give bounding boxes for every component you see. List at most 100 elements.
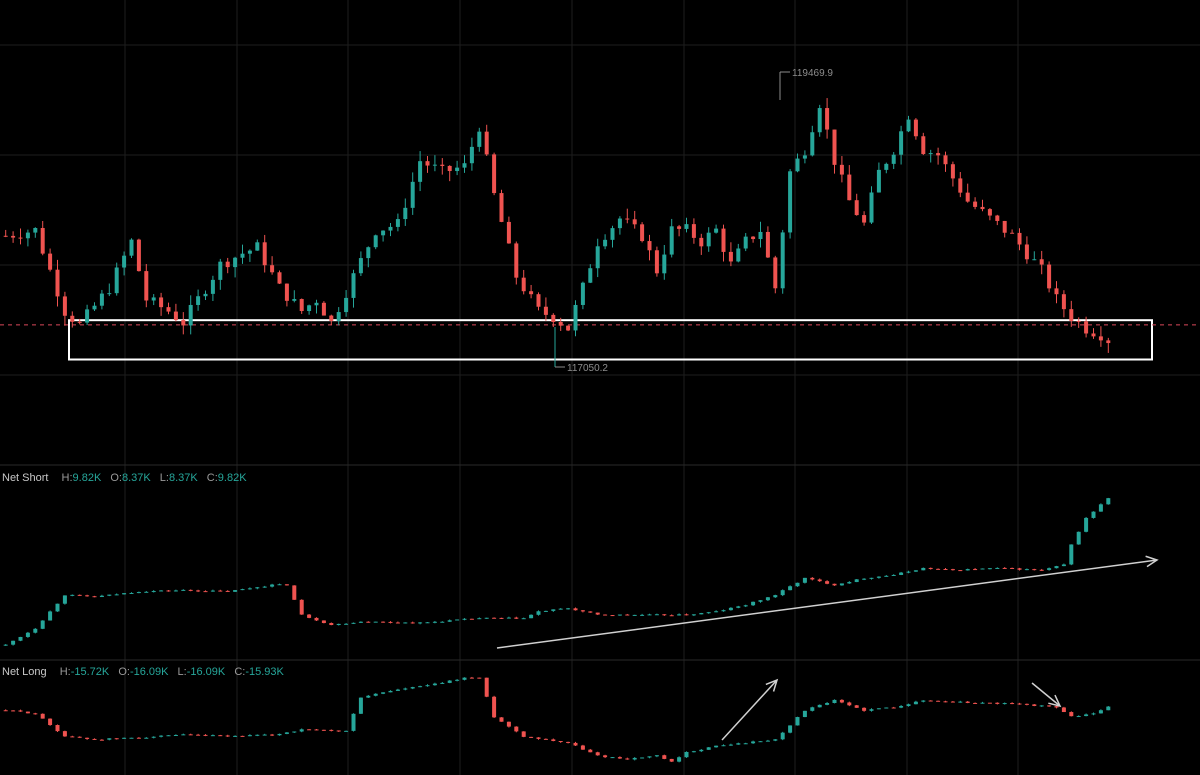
price-candle-60: [447, 165, 452, 172]
net-short-candle-132: [980, 568, 985, 570]
net-long-candle-26: [196, 734, 201, 736]
net-short-candle-88: [654, 614, 659, 616]
price-candle-122: [906, 119, 911, 132]
net-short-candle-127: [943, 569, 948, 571]
net-long-candle-104: [773, 739, 778, 741]
net-short-candle-32: [240, 589, 245, 591]
price-candle-70: [521, 277, 526, 292]
net-short-candle-53: [395, 622, 400, 624]
price-candle-54: [403, 207, 408, 220]
net-short-candle-54: [403, 622, 408, 624]
net-short-candle-31: [233, 590, 238, 592]
high-price-label: 119469.9: [792, 68, 833, 79]
net-short-candle-62: [462, 618, 467, 620]
price-candle-102: [758, 231, 763, 240]
annotations-layer: [0, 319, 1200, 361]
price-candle-51: [381, 230, 386, 236]
net-long-candle-148: [1098, 710, 1103, 714]
net-short-candle-98: [728, 607, 733, 611]
price-candle-23: [173, 311, 178, 321]
price-candle-116: [862, 215, 867, 223]
net-short-candle-130: [965, 569, 970, 571]
price-candle-137: [1017, 232, 1022, 245]
net-short-candle-89: [662, 614, 667, 616]
net-long-candle-133: [987, 702, 992, 704]
net-short-candle-102: [758, 600, 763, 602]
price-candle-28: [210, 279, 215, 294]
net-short-candle-73: [543, 610, 548, 612]
price-candle-67: [499, 193, 504, 222]
net-long-candle-57: [425, 685, 430, 687]
price-candle-6: [48, 253, 53, 270]
net-short-candle-42: [314, 617, 319, 621]
net-short-candle-87: [647, 614, 652, 616]
net-long-candle-143: [1061, 707, 1066, 713]
net-long-candle-11: [85, 737, 90, 739]
net-long-candle-102: [758, 741, 763, 743]
net-long-candle-29: [218, 735, 223, 737]
price-candle-40: [299, 299, 304, 312]
price-candle-83: [617, 218, 622, 229]
net-long-candle-28: [210, 735, 215, 737]
net-long-candle-43: [321, 729, 326, 731]
net-long-candle-41: [307, 729, 312, 731]
price-candle-16: [122, 255, 127, 268]
net-long-candle-131: [973, 702, 978, 704]
net-long-high: -15.72K: [70, 666, 110, 678]
price-candle-85: [632, 219, 637, 225]
net-long-candle-12: [92, 738, 97, 740]
net-short-candle-36: [270, 584, 275, 587]
price-candle-50: [373, 235, 378, 248]
net-short-candle-149: [1106, 498, 1111, 505]
price-candle-22: [166, 307, 171, 312]
net-long-candle-149: [1106, 706, 1111, 711]
price-candle-135: [1002, 220, 1007, 233]
net-long-candle-87: [647, 756, 652, 758]
price-candle-131: [973, 201, 978, 207]
price-candle-19: [144, 271, 149, 301]
price-labels: 119469.9 117050.2: [554, 68, 833, 374]
net-long-up-arrow-head: [765, 678, 779, 692]
price-candle-105: [780, 232, 785, 289]
price-candle-81: [603, 239, 608, 247]
price-candle-44: [329, 315, 334, 321]
price-candle-133: [987, 209, 992, 216]
net-long-candle-34: [255, 734, 260, 736]
price-candle-48: [358, 258, 363, 274]
price-candle-103: [765, 231, 770, 258]
net-short-candle-126: [936, 568, 941, 570]
price-candle-145: [1076, 320, 1081, 322]
net-short-candle-16: [122, 593, 127, 595]
net-short-candle-38: [284, 584, 289, 586]
net-long-candle-17: [129, 737, 134, 739]
net-short-candle-51: [381, 621, 386, 623]
net-long-candle-54: [403, 688, 408, 690]
net-short-candle-61: [455, 619, 460, 621]
net-short-candle-10: [77, 594, 82, 596]
net-long-candle-74: [551, 739, 556, 742]
net-short-candle-63: [469, 618, 474, 620]
net-short-candle-83: [617, 614, 622, 616]
price-candle-143: [1061, 294, 1066, 310]
net-short-candle-107: [795, 582, 800, 587]
net-short-trend-arrow-shaft: [496, 559, 1158, 649]
net-short-candle-94: [699, 613, 704, 615]
net-long-candle-42: [314, 729, 319, 731]
price-candle-8: [62, 296, 67, 316]
net-long-candle-6: [48, 718, 53, 726]
net-short-candle-85: [632, 614, 637, 616]
net-long-candle-117: [869, 709, 874, 711]
net-long-candle-99: [736, 743, 741, 745]
net-long-candle-30: [225, 735, 230, 737]
net-short-candle-95: [706, 612, 711, 614]
price-candle-24: [181, 320, 186, 326]
net-short-candle-108: [802, 577, 807, 583]
net-short-candle-74: [551, 609, 556, 611]
net-long-candle-62: [462, 677, 467, 680]
net-short-candle-23: [173, 590, 178, 592]
net-short-candle-14: [107, 594, 112, 596]
net-short-candle-0: [3, 644, 8, 646]
net-long-candle-136: [1010, 703, 1015, 705]
net-long-candle-60: [447, 680, 452, 683]
